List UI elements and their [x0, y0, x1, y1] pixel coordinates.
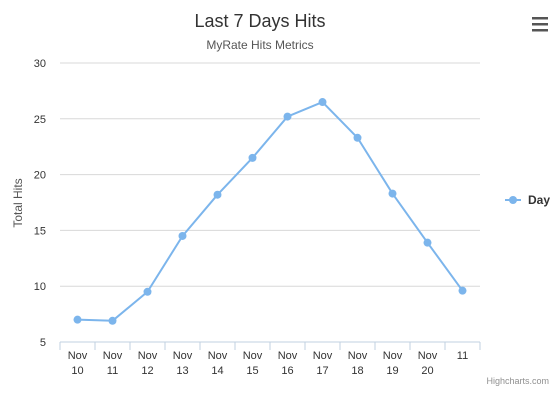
x-tick-label: Nov 13 — [173, 350, 193, 377]
y-tick-label: 15 — [34, 225, 46, 237]
data-point[interactable] — [249, 154, 257, 162]
x-axis: Nov 10 Nov 11 Nov 12 Nov 13 Nov 14 Nov 15 Nov 16 Nov 17… — [60, 342, 480, 377]
data-point[interactable] — [284, 113, 292, 121]
data-point[interactable] — [74, 316, 82, 324]
x-tick-label: 11 — [457, 350, 468, 362]
legend-marker — [509, 196, 517, 204]
x-tick-label: Nov 15 — [243, 350, 263, 377]
data-point[interactable] — [109, 317, 117, 325]
data-point[interactable] — [319, 98, 327, 106]
data-point[interactable] — [179, 232, 187, 240]
data-point[interactable] — [144, 288, 152, 296]
x-tick-label: Nov 14 — [208, 350, 228, 377]
x-tick-label: Nov 20 — [418, 350, 438, 377]
y-tick-label: 5 — [40, 337, 46, 349]
x-tick-label: Nov 12 — [138, 350, 158, 377]
data-point[interactable] — [389, 190, 397, 198]
legend-item-day[interactable]: Day — [505, 193, 550, 207]
x-tick-label: Nov 10 — [68, 350, 88, 377]
series-day — [74, 98, 467, 325]
series-line — [78, 102, 463, 321]
data-point[interactable] — [354, 134, 362, 142]
y-axis-ticks: 5 10 15 20 25 30 — [34, 58, 46, 349]
x-tick-label: Nov 19 — [383, 350, 403, 377]
hamburger-menu-icon[interactable] — [529, 12, 551, 34]
legend-label: Day — [528, 193, 550, 207]
y-tick-label: 20 — [34, 170, 46, 182]
data-point[interactable] — [459, 287, 467, 295]
y-tick-label: 25 — [34, 114, 46, 126]
x-tick-label: Nov 16 — [278, 350, 298, 377]
y-axis-label: Total Hits — [11, 178, 25, 227]
y-tick-label: 30 — [34, 58, 46, 70]
grid-lines — [60, 63, 480, 342]
chart-subtitle: MyRate Hits Metrics — [206, 38, 313, 52]
x-tick-label: Nov 18 — [348, 350, 368, 377]
credits-link[interactable]: Highcharts.com — [486, 376, 549, 386]
data-point[interactable] — [424, 239, 432, 247]
y-tick-label: 10 — [34, 281, 46, 293]
x-tick-label: Nov 11 — [103, 350, 123, 377]
chart-title: Last 7 Days Hits — [194, 11, 325, 31]
x-tick-label: Nov 17 — [313, 350, 333, 377]
data-point[interactable] — [214, 191, 222, 199]
